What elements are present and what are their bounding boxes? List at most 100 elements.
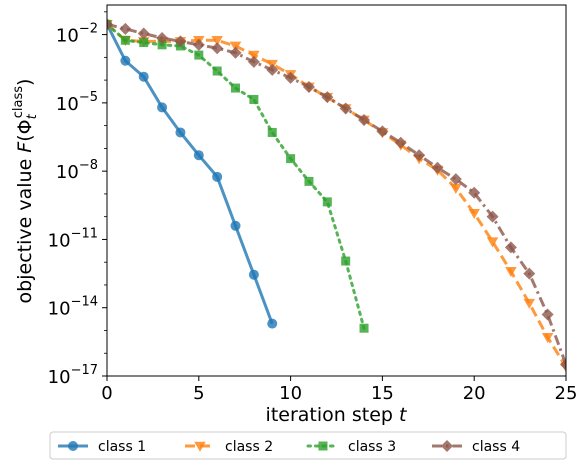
series-4-point (339, 102, 352, 115)
series-3-point (286, 154, 296, 164)
series-4-point (247, 55, 260, 68)
series-4 (107, 18, 566, 371)
x-axis-label: iteration step t (266, 404, 408, 426)
series-4-point (468, 186, 481, 199)
series-1-point (267, 318, 278, 329)
legend-item: class 4 (432, 439, 520, 455)
x-axis-label-var: t (399, 404, 408, 426)
x-tick-label: 0 (101, 383, 112, 404)
legend-label: class 4 (472, 439, 520, 455)
series-3-point (157, 40, 167, 50)
series-4-point (107, 18, 113, 31)
series-4-point (174, 35, 187, 48)
series-4-point (284, 71, 297, 84)
series-3-point (139, 38, 149, 48)
legend-item: class 2 (185, 439, 273, 455)
series-4-point (321, 91, 334, 104)
series-3-point (194, 50, 204, 60)
series-3-point (212, 66, 222, 76)
y-tick-label: 10−14 (48, 295, 98, 320)
tick-layer: 0 5 10 15 20 25 10−2 10−5 10−8 10−11 10−14 10−17 (48, 11, 577, 404)
series-2-point (523, 298, 536, 309)
series-2 (107, 20, 566, 373)
x-tick-label: 25 (555, 383, 577, 404)
series-1-point (230, 220, 241, 231)
y-axis-label-phi: Φ (14, 119, 36, 134)
series-3 (107, 19, 369, 333)
y-tick-label: 10−11 (48, 226, 98, 251)
y-tick-label: 10−2 (56, 22, 98, 47)
series-1-point (175, 127, 186, 138)
legend-marker (318, 441, 328, 451)
series-3-point (120, 35, 130, 45)
legend-items: class 1 class 2 class 3 class 4 (58, 439, 520, 455)
series-4-point (302, 80, 315, 93)
x-tick-label: 10 (279, 383, 302, 404)
y-tick-label: 10−8 (56, 158, 98, 183)
series-4-point (413, 149, 426, 162)
y-axis-label-sub: t (25, 113, 40, 119)
y-axis-label-paren-close: ) (14, 79, 36, 86)
series-2-point (541, 332, 554, 344)
series-4-point (376, 125, 389, 138)
x-tick-label: 20 (463, 383, 486, 404)
y-axis-label-main: objective value (14, 153, 36, 304)
series-4-point (541, 308, 554, 321)
series-2-point (505, 266, 517, 278)
y-axis-label-f: F (14, 141, 36, 153)
legend-item: class 1 (58, 439, 146, 455)
series-4-point (560, 358, 566, 371)
series-3-point (231, 83, 241, 93)
legend: class 1 class 2 class 3 class 4 (49, 431, 567, 460)
series-4-point (119, 22, 132, 35)
legend-label: class 1 (98, 439, 146, 455)
series-3-point (304, 176, 314, 186)
series-3-point (359, 323, 369, 333)
series-1-point (138, 71, 149, 82)
series-1-point (120, 55, 131, 66)
y-tick-label: 10−5 (56, 90, 98, 115)
series-4-point (192, 38, 205, 51)
series-2-point (248, 50, 260, 61)
series-1-line (107, 23, 274, 325)
series-2-line (107, 23, 566, 368)
y-axis-label-sup: class (11, 86, 26, 118)
series-4-point (523, 267, 536, 280)
series-4-point (358, 113, 371, 126)
series-3-point (322, 197, 332, 207)
series-4-line (107, 22, 566, 366)
legend-label: class 2 (225, 439, 273, 455)
x-axis-label-main: iteration step (266, 404, 399, 426)
y-tick-label: 10−17 (48, 363, 98, 388)
y-axis-label: objective value F(Φtclass) (11, 79, 40, 304)
legend-item: class 3 (306, 439, 396, 455)
series-2-point (229, 41, 242, 52)
plot-frame (106, 4, 567, 377)
legend-marker (441, 440, 453, 452)
series-1-point (248, 269, 259, 280)
series-3-point (341, 256, 351, 266)
series-4-point (137, 27, 150, 40)
series-4-point (156, 32, 169, 45)
x-tick-label: 15 (371, 383, 394, 404)
series-4-point (266, 63, 279, 76)
series-2-point (450, 183, 462, 194)
x-tick-label: 5 (193, 383, 204, 404)
series-3-point (267, 127, 277, 137)
series-4-point (211, 42, 224, 55)
series-2-point (468, 208, 480, 220)
legend-label: class 3 (348, 439, 396, 455)
legend-marker (68, 441, 78, 451)
series-4-point (229, 46, 242, 59)
series-4-point (486, 210, 499, 223)
y-axis-label-paren-open: ( (14, 134, 36, 141)
series-1-point (157, 102, 168, 113)
series-1 (107, 19, 278, 329)
series-4-point (449, 173, 462, 186)
series-2-point (486, 237, 499, 248)
series-2-point (211, 35, 223, 47)
series-3-point (249, 94, 259, 104)
legend-marker (194, 441, 206, 452)
series-4-point (504, 241, 517, 254)
series-1-point (193, 150, 204, 161)
